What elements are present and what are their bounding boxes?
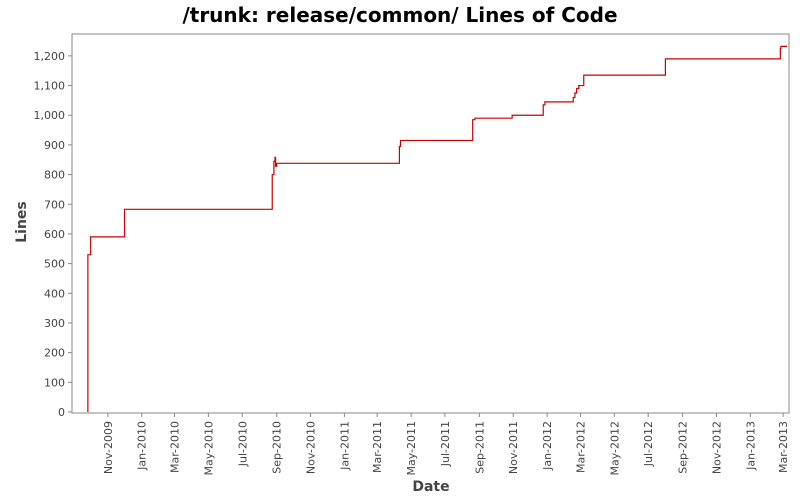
x-tick-label: Jul-2011 [439, 421, 452, 467]
plot-area [71, 33, 790, 414]
y-tick-label: 0 [58, 406, 65, 419]
y-axis: 0 100 200 300 400 500 600 700 800 900 1,000 1,100 1,… [34, 50, 72, 419]
y-tick-label: 900 [44, 139, 65, 152]
x-tick-label: May-2012 [608, 421, 621, 476]
y-tick-label: 200 [44, 347, 65, 360]
y-tick-label: 1,000 [34, 109, 66, 122]
x-tick-label: Nov-2012 [710, 421, 723, 474]
y-tick-label: 1,100 [34, 80, 66, 93]
x-tick-label: Jan-2012 [541, 421, 554, 471]
y-tick-label: 100 [44, 376, 65, 389]
series-line [87, 45, 787, 412]
y-tick-label: 600 [44, 228, 65, 241]
x-tick-label: Mar-2010 [169, 421, 182, 473]
x-tick-label: May-2011 [405, 421, 418, 476]
x-tick-label: Jan-2013 [744, 421, 757, 471]
x-tick-label: Mar-2011 [371, 421, 384, 473]
y-tick-label: 700 [44, 198, 65, 211]
y-tick-label: 300 [44, 317, 65, 330]
y-tick-label: 1,200 [34, 50, 66, 63]
x-axis-label: Date [412, 479, 449, 495]
y-tick-label: 400 [44, 287, 65, 300]
x-tick-label: May-2010 [202, 421, 215, 476]
y-tick-label: 500 [44, 258, 65, 271]
x-tick-label: Mar-2012 [574, 421, 587, 473]
x-tick-label: Nov-2011 [507, 421, 520, 474]
y-tick-label: 800 [44, 169, 65, 182]
x-tick-label: Jan-2011 [338, 421, 351, 471]
x-tick-label: Jul-2010 [236, 421, 249, 467]
x-tick-label: Nov-2010 [305, 421, 318, 474]
x-tick-label: Jan-2010 [136, 421, 149, 471]
x-tick-label: Sep-2011 [473, 421, 486, 474]
x-axis: Nov-2009 Jan-2010 Mar-2010 May-2010 Jul-2010… [102, 413, 790, 476]
x-tick-label: Mar-2013 [777, 421, 790, 473]
chart-title: /trunk: release/common/ Lines of Code [182, 3, 617, 27]
y-axis-label: Lines [14, 201, 30, 243]
x-tick-label: Sep-2010 [271, 421, 284, 474]
x-tick-label: Sep-2012 [677, 421, 690, 474]
x-tick-label: Jul-2012 [642, 421, 655, 467]
x-tick-label: Nov-2009 [102, 421, 115, 474]
series-layer [87, 45, 787, 412]
